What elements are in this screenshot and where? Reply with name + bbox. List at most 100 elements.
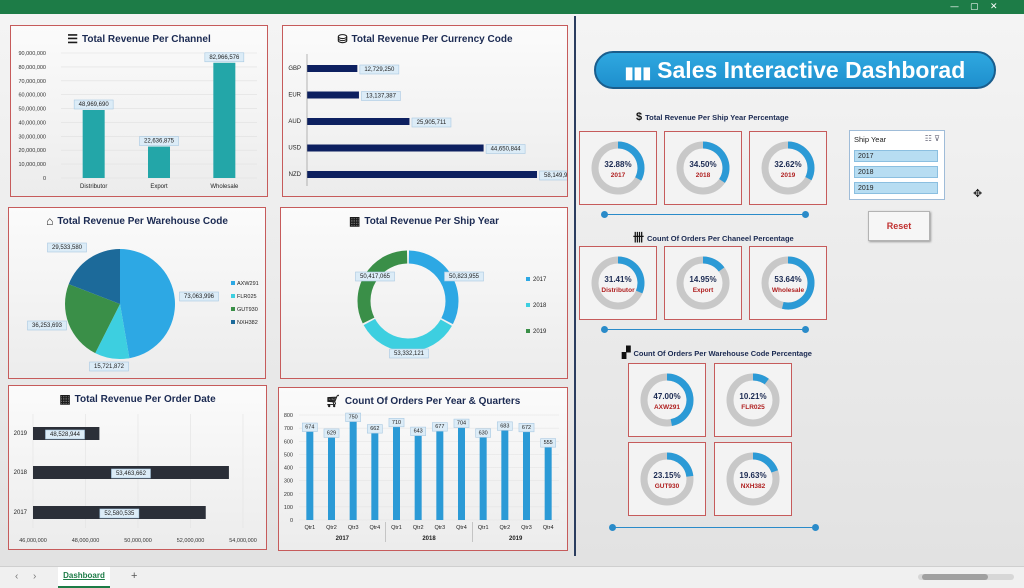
kpi-shipyear-card: 32.88% 2017 bbox=[579, 131, 657, 205]
reset-button[interactable]: Reset bbox=[868, 211, 930, 241]
warehouse-legend-label: NXH382 bbox=[237, 320, 258, 326]
orders-bar bbox=[414, 435, 422, 520]
kpi-channel-slider[interactable] bbox=[601, 326, 809, 333]
orderdate-data-label: 48,528,944 bbox=[50, 432, 81, 438]
kpi-ring-progress bbox=[617, 141, 645, 181]
kpi-warehouse-card: 19.63% NXH382 bbox=[714, 442, 792, 516]
kpi-percent: 31.41% bbox=[604, 275, 631, 284]
kpi-ring-progress bbox=[666, 452, 694, 477]
cart-icon: 🛒︎ bbox=[325, 394, 341, 408]
kpi-label: Export bbox=[693, 287, 714, 294]
shipyear-donut-segment bbox=[363, 318, 452, 352]
slicer-item-2019[interactable]: 2019 bbox=[854, 182, 938, 194]
restore-icon[interactable]: ▢ bbox=[970, 2, 979, 12]
orders-bar bbox=[436, 431, 444, 520]
shipyear-donut-segment bbox=[357, 250, 408, 324]
kpi-percent: 47.00% bbox=[653, 392, 680, 401]
currency-data-label: 25,905,711 bbox=[417, 120, 447, 126]
kpi-ring: 47.00% AXW291 bbox=[640, 373, 694, 427]
kpi-percent: 10.21% bbox=[739, 392, 766, 401]
minimize-icon[interactable]: — bbox=[950, 2, 959, 12]
add-sheet-button[interactable]: + bbox=[131, 570, 138, 582]
orders-data-label: 672 bbox=[522, 425, 531, 431]
close-icon[interactable]: ✕ bbox=[990, 2, 998, 12]
kpi-channel-card: 31.41% Distributor bbox=[579, 246, 657, 320]
warehouse-data-label: 29,533,580 bbox=[52, 245, 83, 251]
currency-bar bbox=[307, 144, 484, 152]
kpi-ring: 10.21% FLR025 bbox=[726, 373, 780, 427]
shipyear-legend-swatch bbox=[526, 329, 530, 333]
orders-data-label-box bbox=[345, 412, 362, 422]
channel-chart: 0 10,000,000 20,000,000 30,000,000 40,000,00… bbox=[18, 51, 257, 190]
kpi-percent: 23.15% bbox=[653, 471, 680, 480]
orders-data-label: 704 bbox=[457, 421, 466, 427]
slicer-header: Ship Year bbox=[854, 135, 887, 144]
orders-data-label: 750 bbox=[349, 415, 358, 421]
kpi-ring-progress bbox=[666, 373, 694, 427]
multi-select-icon[interactable]: ☷ bbox=[924, 134, 932, 143]
kpi-shipyear-title: $ Total Revenue Per Ship Year Percentage bbox=[636, 111, 789, 123]
prev-sheet-icon[interactable]: ‹ bbox=[15, 571, 19, 582]
orders-bar bbox=[349, 421, 357, 520]
channel-category-label: Export bbox=[150, 184, 168, 190]
warehouse-data-label: 73,063,996 bbox=[184, 294, 215, 300]
currency-data-label: 44,650,844 bbox=[491, 147, 522, 153]
channel-data-label-box bbox=[139, 136, 179, 146]
currency-chart: GBP 12,729,250 EUR 13,137,387 AUD 25,905,711 U… bbox=[288, 54, 567, 186]
orders-tick-label: 0 bbox=[290, 518, 293, 524]
warehouse-slice bbox=[95, 304, 130, 359]
warehouse-data-label-box bbox=[27, 320, 67, 331]
channel-category-label: Wholesale bbox=[210, 184, 239, 190]
orderdate-title: Total Revenue Per Order Date bbox=[74, 394, 216, 405]
warehouse-data-label: 36,253,693 bbox=[32, 323, 63, 329]
horizontal-scrollbar[interactable] bbox=[918, 574, 1014, 580]
shipyear-legend-label: 2019 bbox=[533, 329, 547, 335]
kpi-ring: 53.64% Wholesale bbox=[761, 256, 815, 310]
clear-filter-icon[interactable]: ⊽ bbox=[934, 134, 940, 143]
orders-category-label: Qtr4 bbox=[543, 525, 554, 531]
currency-data-label: 12,729,250 bbox=[364, 67, 395, 73]
orders-category-label: Qtr3 bbox=[348, 525, 359, 531]
sheet-tab-dashboard[interactable]: Dashboard bbox=[58, 567, 110, 588]
currency-data-label-box bbox=[359, 64, 400, 75]
channel-data-label: 22,636,875 bbox=[144, 139, 175, 145]
channel-title: Total Revenue Per Channel bbox=[82, 34, 211, 45]
orderdate-data-label-box bbox=[99, 508, 140, 519]
currency-bar bbox=[307, 91, 359, 99]
kpi-label: 2017 bbox=[611, 172, 626, 179]
move-cursor-icon: ✥ bbox=[973, 188, 983, 200]
kpi-warehouse-title: ▞ Count Of Orders Per Warehouse Code Perc… bbox=[622, 347, 812, 359]
orderdate-tick-label: 52,000,000 bbox=[177, 538, 205, 544]
shipyear-donut-segment bbox=[408, 250, 459, 325]
slicer-item-2018[interactable]: 2018 bbox=[854, 166, 938, 178]
orders-category-label: Qtr2 bbox=[499, 525, 510, 531]
orderdate-tick-label: 46,000,000 bbox=[19, 538, 47, 544]
orders-data-label-box bbox=[518, 422, 535, 433]
currency-bar bbox=[307, 171, 537, 178]
currency-category-label: USD bbox=[288, 146, 301, 152]
calendar-icon: ▦ bbox=[348, 214, 361, 228]
warehouse-slice bbox=[65, 284, 120, 354]
orders-panel: 🛒︎ Count Of Orders Per Year & Quarters 0 1… bbox=[278, 387, 568, 551]
slicer-item-2017[interactable]: 2017 bbox=[854, 150, 938, 162]
kpi-shipyear-slider[interactable] bbox=[601, 211, 809, 218]
orders-data-label: 683 bbox=[500, 423, 509, 429]
kpi-ring-progress bbox=[702, 256, 725, 272]
orders-category-label: Qtr2 bbox=[326, 525, 337, 531]
orders-category-label: Qtr3 bbox=[434, 525, 445, 531]
warehouse-data-label-box bbox=[47, 242, 87, 253]
currency-title: Total Revenue Per Currency Code bbox=[351, 34, 513, 45]
shipyear-data-label: 50,417,065 bbox=[360, 274, 391, 280]
orders-category-label: Qtr1 bbox=[304, 525, 315, 531]
orders-tick-label: 200 bbox=[284, 492, 293, 498]
channel-tick-label: 90,000,000 bbox=[18, 51, 46, 57]
tally-icon: 卌 bbox=[633, 232, 644, 244]
channel-tick-label: 0 bbox=[43, 176, 46, 182]
kpi-ring: 14.95% Export bbox=[676, 256, 730, 310]
orders-bar bbox=[306, 431, 314, 520]
kpi-warehouse-slider[interactable] bbox=[609, 524, 819, 531]
shipyear-panel: ▦ Total Revenue Per Ship Year 50,823,955 5… bbox=[280, 207, 568, 379]
kpi-shipyear-card: 32.62% 2019 bbox=[749, 131, 827, 205]
next-sheet-icon[interactable]: › bbox=[33, 571, 37, 582]
orders-data-label-box bbox=[453, 418, 470, 428]
